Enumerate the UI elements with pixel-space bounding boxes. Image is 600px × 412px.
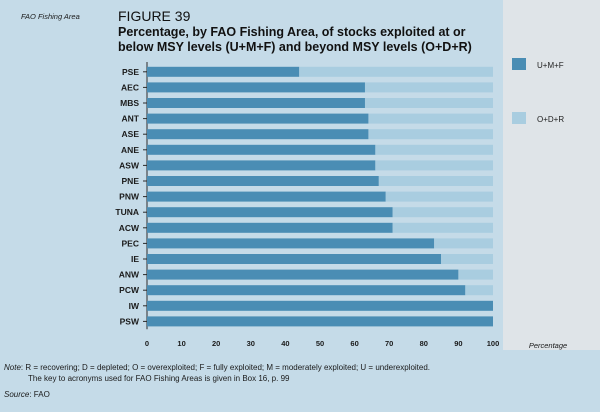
bar-chart: PSE AEC MBS ANT ASE ANE ASW PNE PNW TUNA ACW PEC IE A… — [115, 62, 567, 350]
category-label: ACW — [119, 223, 140, 233]
bar-pnw-series-1 — [147, 191, 386, 202]
x-tick-label: 0 — [145, 339, 149, 348]
legend-label-series-1: U+M+F — [537, 61, 564, 70]
figure-label: FIGURE 39 — [118, 8, 191, 24]
x-tick-label: 20 — [212, 339, 220, 348]
x-tick-label: 100 — [487, 339, 500, 348]
x-tick-label: 90 — [454, 339, 462, 348]
bar-mbs-series-1 — [147, 98, 365, 108]
bar-ie-series-2 — [441, 254, 493, 264]
category-label: IE — [131, 254, 139, 264]
bar-ase-series-1 — [147, 129, 369, 140]
category-label: ASW — [119, 160, 140, 170]
category-label: ASE — [122, 129, 140, 139]
legend-label-series-2: O+D+R — [537, 115, 565, 124]
bar-acw-series-1 — [147, 222, 393, 233]
x-tick-label: 40 — [281, 339, 289, 348]
bar-ase-series-2 — [368, 129, 493, 140]
x-tick-label: 50 — [316, 339, 324, 348]
category-label: PNE — [122, 176, 140, 186]
note-line-2: The key to acronyms used for FAO Fishing… — [28, 374, 290, 383]
x-tick-label: 60 — [350, 339, 358, 348]
bar-anw-series-2 — [458, 269, 493, 280]
footer-panel — [0, 350, 600, 412]
category-label: PSE — [122, 67, 139, 77]
bar-ane-series-1 — [147, 144, 376, 155]
category-label: ANW — [119, 270, 140, 280]
category-label: PNW — [119, 192, 140, 202]
category-label: PCW — [119, 285, 140, 295]
note-label: Note — [4, 363, 21, 372]
bar-pec-series-1 — [147, 238, 435, 249]
source-label: Source — [4, 390, 30, 399]
bar-pcw-series-2 — [465, 285, 493, 296]
bar-aec-series-1 — [147, 82, 365, 93]
bar-pne-series-1 — [147, 176, 379, 186]
bar-tuna-series-1 — [147, 207, 393, 218]
bar-tuna-series-2 — [392, 207, 493, 218]
bar-pne-series-2 — [378, 176, 493, 186]
x-tick-label: 10 — [177, 339, 185, 348]
category-label: IW — [129, 301, 140, 311]
note: Note: R = recovering; D = depleted; O = … — [4, 362, 430, 373]
bar-pse-series-1 — [147, 66, 300, 77]
x-tick-label: 80 — [420, 339, 428, 348]
bar-acw-series-2 — [392, 222, 493, 233]
source: Source: FAO — [4, 390, 50, 399]
bar-pec-series-2 — [434, 238, 493, 249]
category-label: ANE — [121, 145, 139, 155]
x-axis-title: Percentage — [529, 341, 567, 350]
bar-ant-series-2 — [368, 113, 493, 124]
bar-anw-series-1 — [147, 269, 459, 280]
bar-ant-series-1 — [147, 113, 369, 124]
source-text: : FAO — [29, 390, 50, 399]
y-axis-title: FAO Fishing Area — [21, 12, 80, 21]
note-text: : R = recovering; D = depleted; O = over… — [20, 363, 431, 372]
x-tick-label: 30 — [247, 339, 255, 348]
bar-pnw-series-2 — [385, 191, 493, 202]
bar-iw-series-1 — [147, 300, 493, 311]
figure-title: Percentage, by FAO Fishing Area, of stoc… — [118, 25, 472, 54]
category-label: MBS — [120, 98, 139, 108]
bar-pcw-series-1 — [147, 285, 466, 296]
x-tick-label: 70 — [385, 339, 393, 348]
category-label: ANT — [122, 114, 140, 124]
bar-mbs-series-2 — [364, 98, 493, 108]
legend-swatch-series-1 — [512, 58, 526, 70]
bar-ie-series-1 — [147, 254, 442, 264]
category-label: AEC — [121, 82, 139, 92]
bar-aec-series-2 — [364, 82, 493, 93]
bar-pse-series-2 — [299, 66, 493, 77]
bar-asw-series-1 — [147, 160, 376, 171]
bar-ane-series-2 — [375, 144, 493, 155]
category-label: PEC — [122, 238, 139, 248]
bar-asw-series-2 — [375, 160, 493, 171]
bar-psw-series-1 — [147, 316, 493, 327]
category-label: TUNA — [115, 207, 139, 217]
legend-swatch-series-2 — [512, 112, 526, 124]
category-label: PSW — [120, 316, 140, 326]
